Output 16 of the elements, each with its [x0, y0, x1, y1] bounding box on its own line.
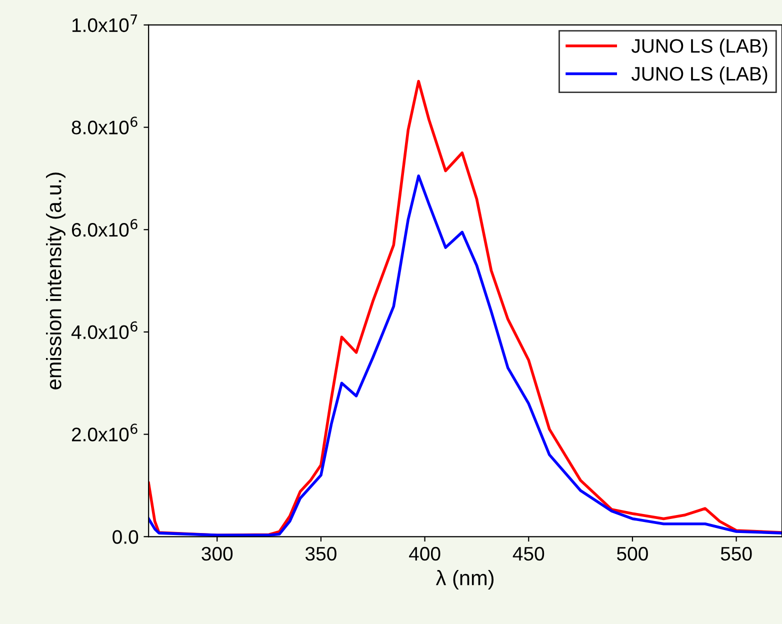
y-axis-title: emission intensity (a.u.)	[46, 172, 66, 390]
x-tick-label: 350	[305, 546, 336, 561]
legend-label: JUNO LS (LAB)	[631, 66, 768, 85]
y-tick-label: 8.0x10$^{6}$	[72, 116, 138, 134]
y-tick-label: 4.0x10$^{6}$	[71, 321, 138, 340]
y-tick-label: 6.0x10$^{6}$	[72, 218, 138, 237]
y-tick-label: 2.0x10$^{6}$	[72, 424, 138, 442]
y-tick-label: 0.0	[112, 530, 138, 544]
x-tick-label: 550	[720, 546, 752, 561]
x-tick-label: 300	[202, 546, 233, 561]
x-tick-label: 500	[617, 546, 648, 561]
x-axis-title: λ (nm)	[436, 570, 494, 590]
x-tick-label: 400	[409, 546, 440, 561]
legend-label: JUNO LS (LAB)	[631, 38, 768, 57]
y-tick-label: 1.0x10$^{7}$	[72, 14, 138, 32]
x-tick-label: 450	[512, 546, 544, 561]
